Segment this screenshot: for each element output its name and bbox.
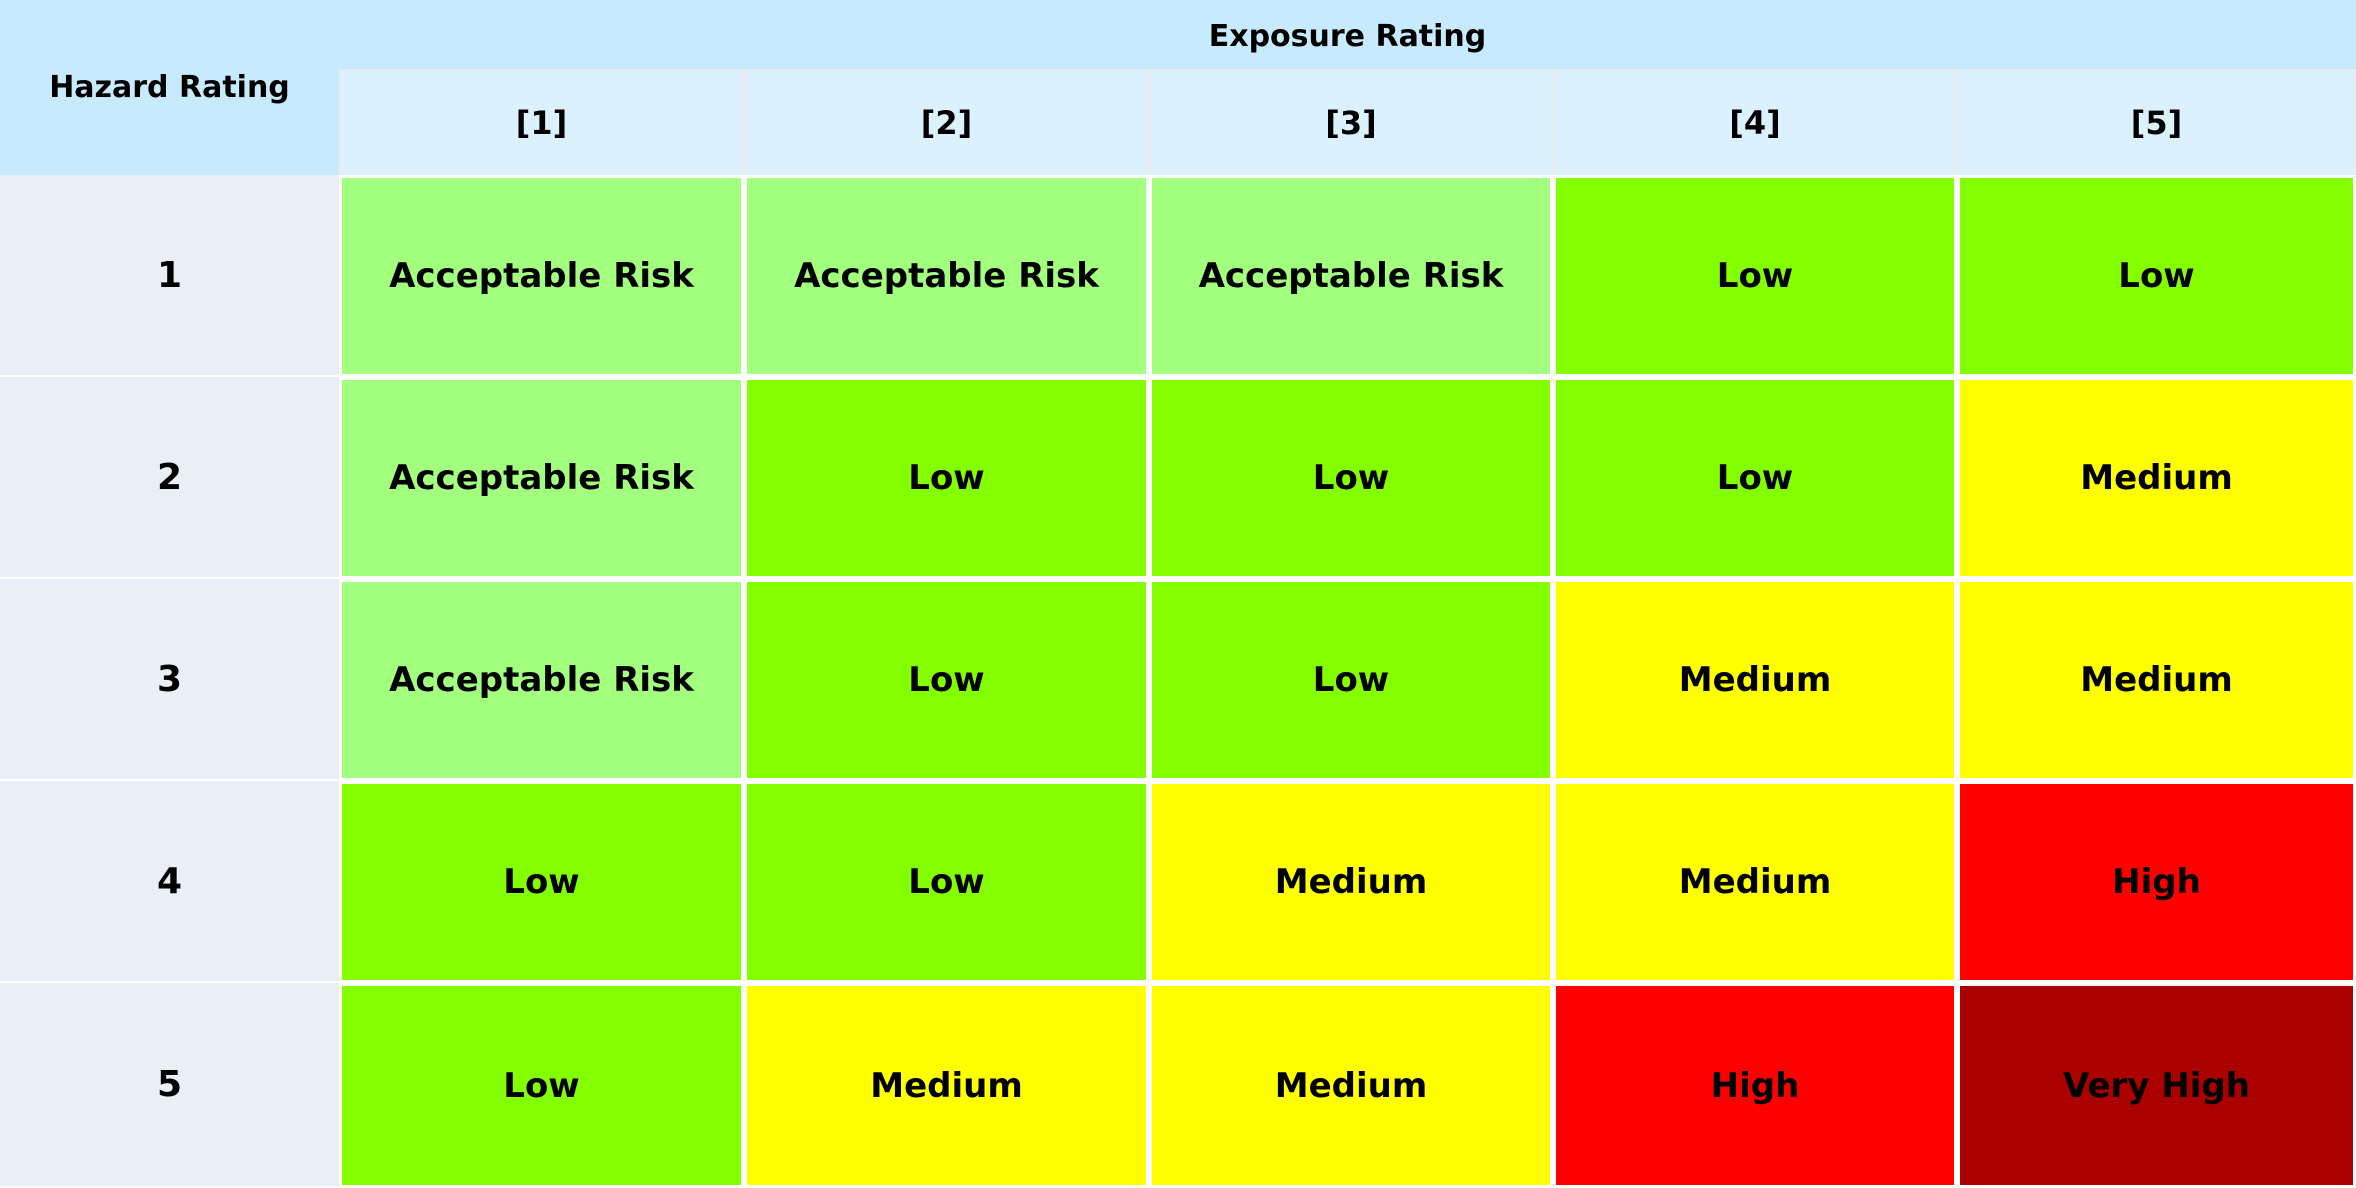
exposure-column-5: [5] xyxy=(1957,69,2356,175)
risk-cell: Acceptable Risk xyxy=(339,579,744,781)
risk-cell: Acceptable Risk xyxy=(744,175,1149,377)
risk-cell: Low xyxy=(1149,579,1553,781)
exposure-rating-header: Exposure Rating xyxy=(339,0,2356,69)
risk-cell: Medium xyxy=(1957,377,2356,579)
exposure-column-1: [1] xyxy=(339,69,744,175)
hazard-row-label: 3 xyxy=(0,579,339,781)
risk-cell: Medium xyxy=(1149,781,1553,983)
hazard-rating-header: Hazard Rating xyxy=(0,0,339,175)
risk-cell: Medium xyxy=(744,983,1149,1188)
risk-cell: Medium xyxy=(1553,781,1957,983)
risk-cell: Medium xyxy=(1957,579,2356,781)
risk-cell: Low xyxy=(339,983,744,1188)
risk-cell: Acceptable Risk xyxy=(1149,175,1553,377)
hazard-row-label: 4 xyxy=(0,781,339,983)
risk-cell: Low xyxy=(1553,175,1957,377)
risk-cell: High xyxy=(1553,983,1957,1188)
risk-cell: Acceptable Risk xyxy=(339,175,744,377)
exposure-column-4: [4] xyxy=(1553,69,1957,175)
hazard-row-label: 5 xyxy=(0,983,339,1188)
risk-cell: Low xyxy=(744,579,1149,781)
risk-cell: Low xyxy=(1149,377,1553,579)
exposure-column-3: [3] xyxy=(1149,69,1553,175)
risk-cell: Low xyxy=(744,781,1149,983)
risk-cell: Low xyxy=(1957,175,2356,377)
exposure-column-2: [2] xyxy=(744,69,1149,175)
hazard-row-label: 2 xyxy=(0,377,339,579)
risk-cell: Medium xyxy=(1149,983,1553,1188)
risk-cell: High xyxy=(1957,781,2356,983)
risk-cell: Low xyxy=(744,377,1149,579)
risk-cell: Low xyxy=(1553,377,1957,579)
hazard-row-label: 1 xyxy=(0,175,339,377)
risk-cell: Acceptable Risk xyxy=(339,377,744,579)
risk-cell: Very High xyxy=(1957,983,2356,1188)
risk-cell: Low xyxy=(339,781,744,983)
risk-cell: Medium xyxy=(1553,579,1957,781)
